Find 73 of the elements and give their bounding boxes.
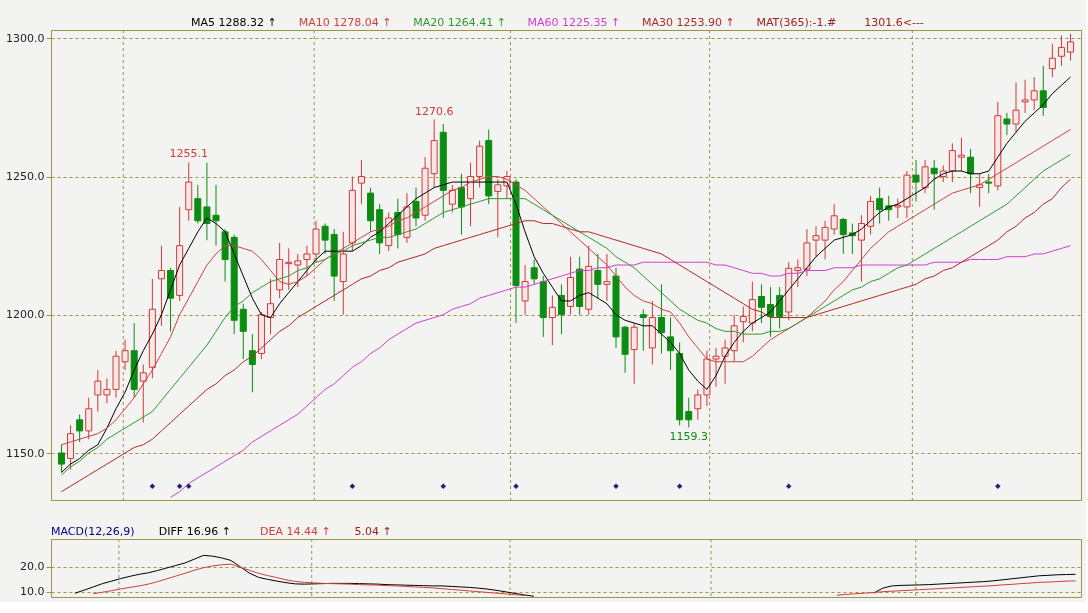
- text: MA20 1264.41 ↑: [413, 16, 506, 29]
- candlestick: [839, 217, 847, 255]
- y-tick-label: 1150.0: [6, 446, 45, 460]
- candlestick: [521, 264, 529, 316]
- candlestick: [603, 253, 611, 302]
- candlestick: [76, 413, 84, 443]
- candlestick: [757, 283, 765, 324]
- candlestick: [667, 317, 675, 371]
- text: MAT(365):-1.#: [756, 16, 837, 29]
- candlestick: [776, 286, 784, 330]
- candlestick: [530, 258, 538, 285]
- candlestick: [748, 281, 756, 332]
- candlestick: [739, 305, 747, 343]
- candlestick: [921, 159, 929, 194]
- series-label: DIFF 16.96 ↑: [158, 525, 231, 538]
- candlestick: [1003, 112, 1011, 136]
- candlestick: [912, 159, 920, 202]
- candlestick: [139, 364, 147, 424]
- candlestick: [157, 245, 165, 327]
- candlestick: [239, 303, 247, 360]
- y-tick-label: 10.0: [20, 585, 45, 599]
- candlestick: [412, 187, 420, 227]
- candlestick: [930, 159, 938, 211]
- annotation: 1159.3: [669, 430, 708, 444]
- candlestick: [1030, 76, 1038, 111]
- text: MA10 1278.04 ↑: [298, 16, 392, 29]
- text: DEA 14.44 ↑: [260, 525, 331, 538]
- candlestick: [457, 173, 465, 236]
- y-tick-label: 20.0: [20, 560, 45, 574]
- candlestick: [948, 142, 956, 183]
- candlestick: [1067, 33, 1075, 61]
- line-series: [60, 76, 1072, 473]
- candlestick: [894, 198, 902, 219]
- candlestick: [448, 184, 456, 213]
- candlestick: [857, 214, 865, 283]
- candlestick: [830, 203, 838, 236]
- y-tick-label: 1300.0: [6, 31, 45, 45]
- candlestick: [1057, 35, 1065, 67]
- candlestick: [685, 397, 693, 428]
- candlestick: [321, 223, 329, 255]
- candlestick: [594, 253, 602, 299]
- text: 1301.6<---: [864, 16, 924, 29]
- chart-title: MACD(12,26,9): [51, 525, 135, 538]
- candlestick: [876, 187, 884, 225]
- annotation: 1255.1: [169, 147, 208, 161]
- candlestick: [57, 444, 65, 473]
- line-series: [170, 245, 1072, 498]
- y-tick-label: 1200.0: [6, 308, 45, 322]
- candlestick: [94, 369, 102, 413]
- candlestick: [294, 253, 302, 288]
- candlestick: [967, 148, 975, 194]
- annotation: 1270.6: [414, 104, 454, 118]
- candlestick: [957, 137, 965, 172]
- text: MA60 1225.35 ↑: [527, 16, 621, 29]
- candlestick: [1048, 43, 1056, 78]
- candlestick: [1021, 79, 1029, 114]
- candlestick: [657, 283, 665, 354]
- text: 5.04 ↑: [354, 525, 392, 538]
- candlestick: [630, 322, 638, 385]
- candlestick: [494, 178, 502, 238]
- y-tick-label: 1250.0: [6, 170, 45, 184]
- candlestick: [985, 173, 993, 194]
- candlestick: [1012, 82, 1020, 133]
- candlestick: [794, 258, 802, 288]
- candlestick: [639, 308, 647, 352]
- text: MA30 1253.90 ↑: [642, 16, 735, 29]
- candlestick: [1039, 65, 1047, 117]
- candlestick: [85, 397, 93, 440]
- candlestick: [694, 388, 702, 421]
- candlestick: [548, 294, 556, 346]
- candlestick: [194, 184, 202, 225]
- candlestick: [357, 159, 365, 205]
- text: MA5 1288.32 ↑: [191, 16, 277, 29]
